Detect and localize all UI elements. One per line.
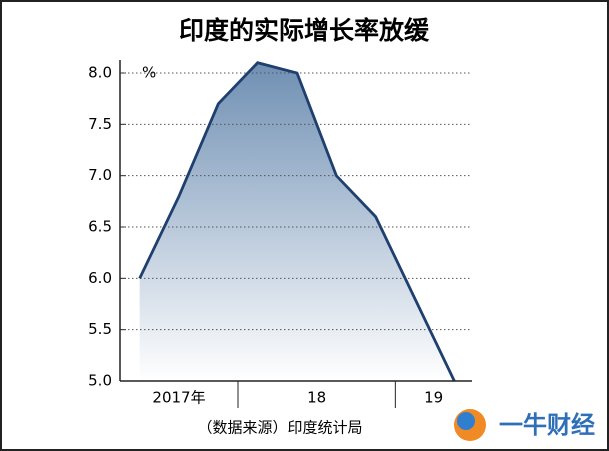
y-tick-label: 6.0 [88, 269, 112, 287]
y-tick-label: 6.5 [88, 218, 112, 236]
y-tick-label: 5.5 [88, 320, 112, 338]
x-group-label: 19 [424, 389, 443, 407]
y-tick-label: 7.5 [88, 115, 112, 133]
y-tick-label: 8.0 [88, 64, 112, 82]
chart-title: 印度的实际增长率放缓 [179, 16, 430, 45]
source-note: （数据来源）印度统计局 [197, 419, 362, 437]
watermark-logo: 一牛财经 [454, 409, 595, 441]
watermark: 一牛财经 [499, 411, 595, 439]
y-tick-label: 5.0 [88, 372, 112, 390]
line [138, 61, 456, 382]
plot-area: 5.0 5.5 6.0 6.5 7.0 7.5 8.0 2017年 18 19 [88, 60, 472, 408]
y-tick-label: 7.0 [88, 166, 112, 184]
logo-icon [457, 412, 475, 430]
x-group-label: 2017年 [152, 389, 205, 407]
area [139, 62, 455, 381]
x-group-label: 18 [307, 389, 326, 407]
